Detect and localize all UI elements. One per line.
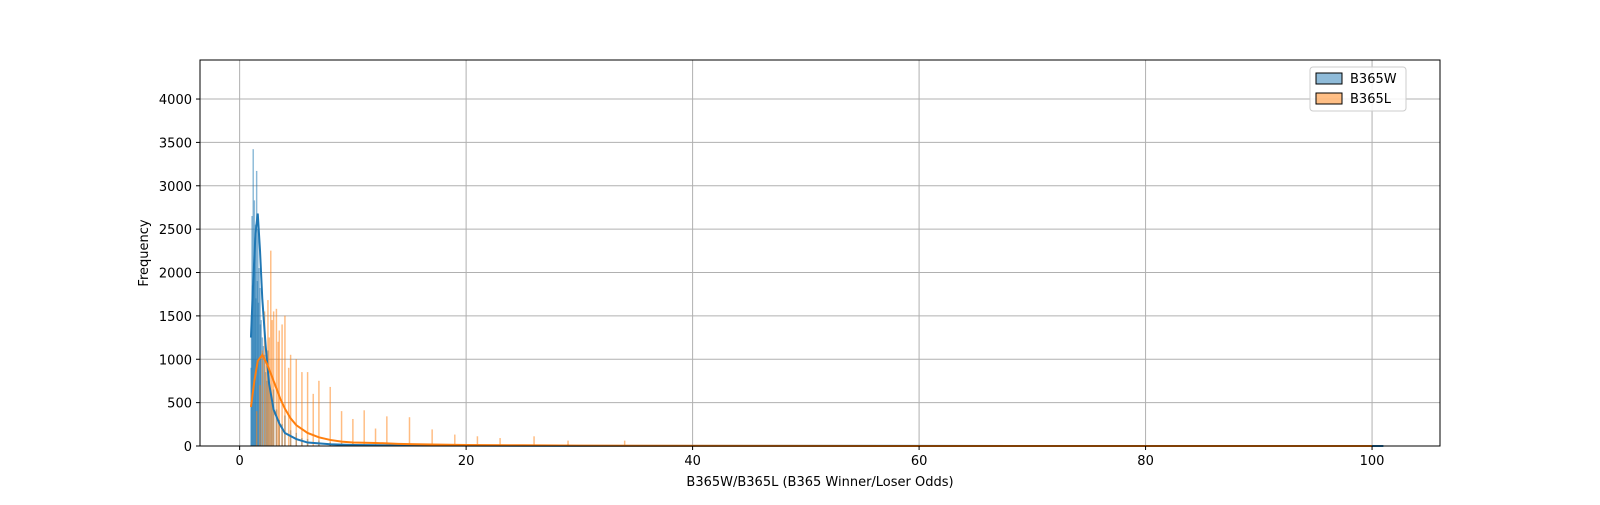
histogram-bar [330,387,331,446]
x-tick-label: 60 [911,454,928,469]
histogram-bar [290,355,291,446]
histogram-bar [279,331,280,446]
y-tick-label: 1000 [159,353,192,368]
y-tick-label: 3500 [159,136,192,151]
y-tick-label: 0 [184,440,192,455]
histogram-bar [284,316,285,446]
legend-swatch [1316,73,1342,84]
x-tick-label: 80 [1137,454,1154,469]
histogram-bar [364,410,365,446]
plot-area [200,60,1440,446]
legend-label: B365W [1350,72,1397,87]
y-axis-label: Frequency [137,219,152,286]
x-tick-label: 40 [684,454,701,469]
histogram-bar [276,309,277,446]
histogram-bar [301,372,302,446]
y-tick-label: 2000 [159,267,192,282]
legend-label: B365L [1350,92,1392,107]
histogram-bar [313,394,314,446]
y-tick-label: 3000 [159,180,192,195]
histogram-bar [256,411,257,446]
y-tick-label: 2500 [159,223,192,238]
histogram-bar [409,417,410,446]
histogram-bar [386,417,387,446]
histogram-bar [296,359,297,446]
x-axis-label: B365W/B365L (B365 Winner/Loser Odds) [686,475,953,490]
legend: B365W B365L [1310,67,1406,111]
y-tick-label: 1500 [159,310,192,325]
y-tick-label: 4000 [159,93,192,108]
histogram-bar [259,385,260,446]
histogram-bar [270,251,271,446]
histogram-bar [307,372,308,446]
x-tick-label: 0 [235,454,243,469]
x-tick-label: 100 [1360,454,1385,469]
histogram-bar [272,320,273,446]
histogram-bar [262,351,263,446]
x-tick-label: 20 [458,454,475,469]
legend-swatch [1316,93,1342,104]
y-tick-label: 500 [167,397,192,412]
